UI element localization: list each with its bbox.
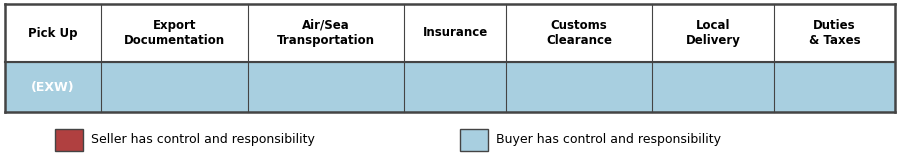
Bar [101, 62, 248, 112]
Bar [460, 129, 488, 151]
Bar [652, 4, 774, 62]
Text: Insurance: Insurance [422, 27, 488, 39]
Text: Pick Up: Pick Up [28, 27, 77, 39]
Text: Customs
Clearance: Customs Clearance [546, 19, 612, 47]
Bar [404, 4, 506, 62]
Text: (EXW): (EXW) [32, 81, 75, 94]
Bar [652, 62, 774, 112]
Text: Local
Delivery: Local Delivery [686, 19, 741, 47]
Bar [774, 62, 895, 112]
Bar [101, 4, 248, 62]
Bar [5, 4, 101, 62]
Bar [248, 62, 404, 112]
Bar [506, 4, 652, 62]
Bar [404, 62, 506, 112]
Text: Seller has control and responsibility: Seller has control and responsibility [91, 133, 315, 147]
Bar [55, 129, 83, 151]
Text: Export
Documentation: Export Documentation [124, 19, 225, 47]
Bar [248, 4, 404, 62]
Text: Air/Sea
Transportation: Air/Sea Transportation [277, 19, 375, 47]
Text: Buyer has control and responsibility: Buyer has control and responsibility [496, 133, 721, 147]
Bar [506, 62, 652, 112]
Bar [774, 4, 895, 62]
Text: Duties
& Taxes: Duties & Taxes [808, 19, 860, 47]
Bar [5, 62, 101, 112]
